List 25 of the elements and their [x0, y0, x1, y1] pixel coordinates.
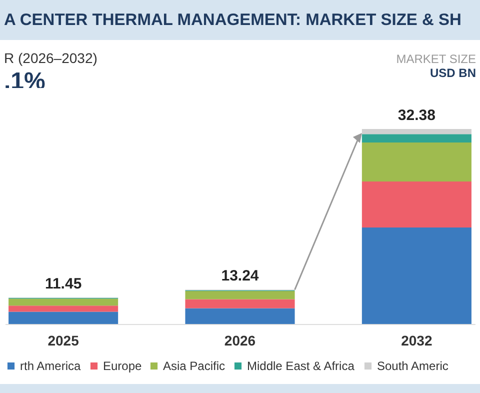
bar [362, 129, 472, 134]
bar [185, 299, 295, 308]
legend-label: Asia Pacific [163, 359, 226, 373]
legend-label: Middle East & Africa [247, 359, 355, 373]
x-tick-label: 2025 [48, 332, 80, 348]
x-tick-label: 2026 [224, 332, 256, 348]
bar [185, 291, 295, 300]
bar [8, 306, 118, 312]
bar [8, 298, 118, 306]
text: MARKET SIZE [396, 52, 476, 66]
bar [8, 312, 118, 324]
legend-label: South Americ [377, 359, 448, 373]
bar [362, 142, 472, 182]
text: USD BN [430, 66, 476, 80]
annotation: 32.38 [398, 107, 436, 124]
legend-label: rth America [20, 359, 82, 373]
text: R (2026–2032) [4, 50, 98, 66]
annotation: 11.45 [44, 275, 82, 292]
chart-title: A CENTER THERMAL MANAGEMENT: MARKET SIZE & SH [0, 0, 480, 40]
bar [362, 227, 472, 324]
bar [185, 308, 295, 324]
legend-label: Europe [103, 359, 142, 373]
x-tick-label: 2032 [401, 332, 432, 348]
annotation: 13.24 [221, 268, 260, 285]
bar [362, 181, 472, 228]
